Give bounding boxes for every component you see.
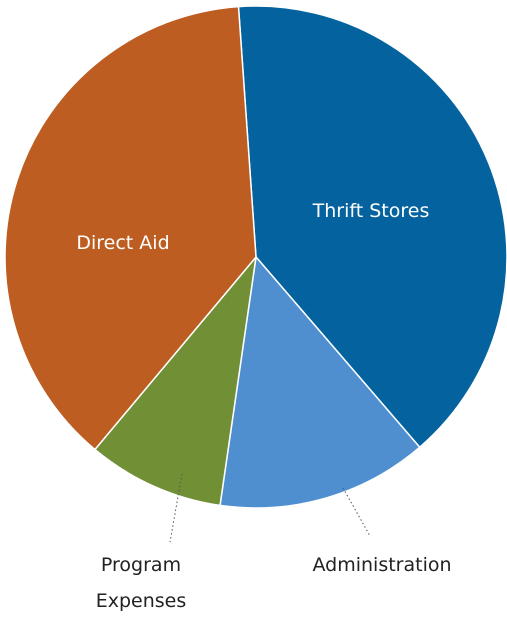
pie-slice-program-expenses: [94, 256, 257, 507]
pie-slice-direct-aid: [4, 5, 257, 451]
slice-label-program-expenses-line1: Program: [101, 554, 181, 576]
pie-slice-administration: [219, 256, 421, 509]
pie-slices: [4, 5, 507, 509]
slice-label-administration: Administration: [312, 554, 451, 576]
slice-label-program-expenses-line2: Expenses: [96, 590, 187, 612]
administration-leader-line: [342, 487, 371, 537]
slice-label-direct-aid: Direct Aid: [76, 232, 169, 254]
slice-label-thrift-stores: Thrift Stores: [312, 200, 430, 222]
pie-slice-thrift-stores: [237, 5, 507, 448]
